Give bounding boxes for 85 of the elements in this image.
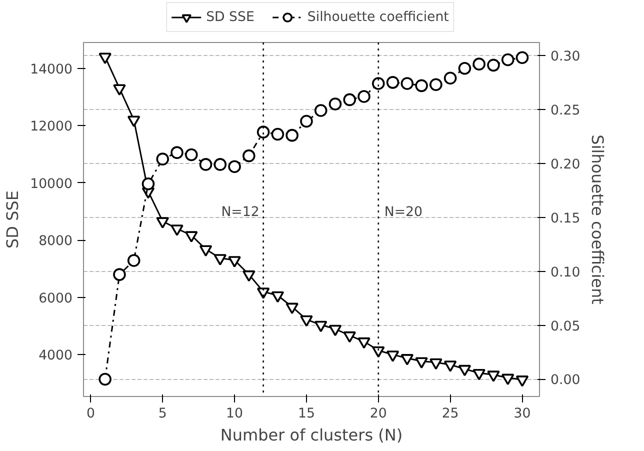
point [184, 148, 198, 162]
point [271, 128, 284, 141]
point [228, 160, 241, 174]
point [156, 152, 170, 166]
point [199, 245, 212, 257]
point [214, 158, 227, 171]
point [501, 374, 514, 386]
y-tick-label: 6000 [38, 291, 73, 306]
legend-label: SD SSE [206, 10, 254, 24]
ref-line-label: N=20 [384, 204, 422, 220]
x-tick-label: 0 [86, 406, 95, 422]
y-tick-label: 14000 [30, 62, 73, 78]
y-tick-label: 8000 [38, 234, 73, 250]
point [214, 254, 227, 266]
x-tick-label: 10 [226, 406, 244, 422]
x-tick-label: 20 [370, 406, 387, 422]
point [300, 114, 313, 128]
point [242, 270, 256, 282]
point [242, 149, 256, 162]
y2-tick-label: 0.25 [550, 103, 580, 118]
point [343, 93, 356, 106]
point [430, 78, 442, 91]
point [314, 320, 328, 332]
point [386, 350, 400, 362]
y-axis-title: SD SSE [3, 190, 22, 248]
y-tick-label: 4000 [38, 348, 73, 364]
point [516, 51, 529, 64]
point [113, 268, 126, 281]
point [199, 158, 212, 171]
point [286, 128, 298, 142]
point [286, 302, 298, 314]
point [430, 358, 442, 370]
y2-tick-label: 0.10 [550, 265, 580, 280]
point [415, 79, 428, 92]
y2-tick-label: 0.15 [550, 211, 580, 226]
x-tick-label: 25 [442, 406, 459, 422]
point [458, 364, 472, 376]
point [142, 177, 155, 190]
x-axis-title: Number of clusters (N) [220, 426, 403, 444]
point [487, 58, 500, 72]
point [300, 315, 313, 327]
point [256, 126, 270, 138]
point [184, 231, 198, 243]
point [372, 346, 385, 358]
x-tick-label: 5 [158, 406, 167, 422]
point [444, 360, 457, 372]
point [343, 331, 356, 343]
point [472, 368, 486, 380]
point [358, 337, 370, 349]
ref-line-label: N=12 [221, 204, 260, 220]
point [314, 104, 328, 117]
point [472, 58, 486, 70]
point [458, 62, 472, 75]
point [98, 52, 112, 64]
y2-tick-label: 0.20 [550, 157, 580, 172]
point [328, 324, 342, 336]
point [400, 77, 414, 90]
point [400, 354, 414, 366]
point [156, 217, 170, 228]
point [358, 90, 370, 103]
point [444, 72, 457, 85]
legend-label: Silhouette coefficient [307, 10, 449, 24]
point [386, 76, 400, 89]
point [271, 291, 284, 303]
y2-tick-label: 0.05 [550, 319, 580, 334]
point [415, 357, 428, 369]
y2-tick-label: 0.00 [550, 373, 580, 388]
point [127, 116, 140, 128]
point [501, 53, 514, 66]
point [372, 77, 385, 90]
y-tick-label: 10000 [30, 176, 73, 192]
point [516, 376, 529, 387]
x-tick-label: 30 [514, 406, 531, 422]
point [113, 84, 126, 96]
x-tick-label: 15 [298, 406, 315, 422]
point [328, 98, 342, 110]
y2-tick-label: 0.30 [550, 49, 580, 64]
y2-axis-title: Silhouette coefficient [588, 134, 608, 304]
point [170, 146, 184, 159]
point [170, 224, 184, 236]
point [98, 372, 112, 386]
y-tick-label: 12000 [30, 120, 73, 135]
point [228, 256, 241, 268]
point [487, 370, 500, 382]
point [127, 254, 140, 267]
